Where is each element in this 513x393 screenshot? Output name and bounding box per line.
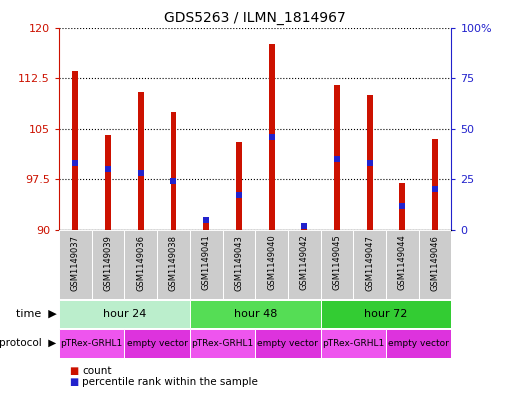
Bar [367, 95, 372, 230]
Bar [59, 300, 190, 328]
Text: GSM1149036: GSM1149036 [136, 235, 145, 291]
Bar [190, 300, 321, 328]
Text: hour 72: hour 72 [364, 309, 408, 319]
Bar [203, 220, 209, 230]
Text: GSM1149043: GSM1149043 [234, 235, 243, 290]
Bar [190, 329, 255, 358]
Text: GSM1149047: GSM1149047 [365, 235, 374, 290]
Bar [105, 136, 111, 230]
Bar [301, 226, 307, 230]
Bar [124, 329, 190, 358]
Bar [419, 230, 451, 299]
Bar [288, 230, 321, 299]
Bar [170, 112, 176, 230]
Bar [59, 230, 92, 299]
Bar [72, 72, 78, 230]
Text: ■: ■ [69, 377, 78, 387]
Text: count: count [82, 366, 112, 376]
Text: GSM1149044: GSM1149044 [398, 235, 407, 290]
Bar [400, 183, 405, 230]
Text: pTRex-GRHL1: pTRex-GRHL1 [322, 339, 384, 348]
Bar [223, 230, 255, 299]
Title: GDS5263 / ILMN_1814967: GDS5263 / ILMN_1814967 [164, 11, 346, 25]
Text: pTRex-GRHL1: pTRex-GRHL1 [191, 339, 253, 348]
Text: percentile rank within the sample: percentile rank within the sample [82, 377, 258, 387]
Text: protocol  ▶: protocol ▶ [0, 338, 56, 349]
Text: hour 48: hour 48 [233, 309, 277, 319]
Text: ■: ■ [69, 366, 78, 376]
Text: empty vector: empty vector [127, 339, 188, 348]
Bar [59, 329, 124, 358]
Bar [190, 230, 223, 299]
Bar [92, 230, 125, 299]
Text: GSM1149037: GSM1149037 [71, 235, 80, 291]
Bar [255, 230, 288, 299]
Bar [432, 139, 438, 230]
Bar [138, 92, 144, 230]
Text: GSM1149041: GSM1149041 [202, 235, 211, 290]
Text: time  ▶: time ▶ [16, 309, 56, 319]
Text: GSM1149042: GSM1149042 [300, 235, 309, 290]
Bar [269, 44, 274, 230]
Bar [386, 329, 451, 358]
Bar [157, 230, 190, 299]
Bar [236, 142, 242, 230]
Bar [386, 230, 419, 299]
Text: GSM1149038: GSM1149038 [169, 235, 178, 291]
Bar [353, 230, 386, 299]
Bar [255, 329, 321, 358]
Text: GSM1149045: GSM1149045 [332, 235, 342, 290]
Text: hour 24: hour 24 [103, 309, 146, 319]
Bar [124, 230, 157, 299]
Text: GSM1149040: GSM1149040 [267, 235, 276, 290]
Bar [334, 85, 340, 230]
Bar [321, 230, 353, 299]
Text: GSM1149046: GSM1149046 [430, 235, 440, 290]
Text: pTRex-GRHL1: pTRex-GRHL1 [61, 339, 123, 348]
Text: empty vector: empty vector [388, 339, 449, 348]
Text: empty vector: empty vector [258, 339, 319, 348]
Bar [321, 329, 386, 358]
Bar [321, 300, 451, 328]
Text: GSM1149039: GSM1149039 [104, 235, 112, 290]
